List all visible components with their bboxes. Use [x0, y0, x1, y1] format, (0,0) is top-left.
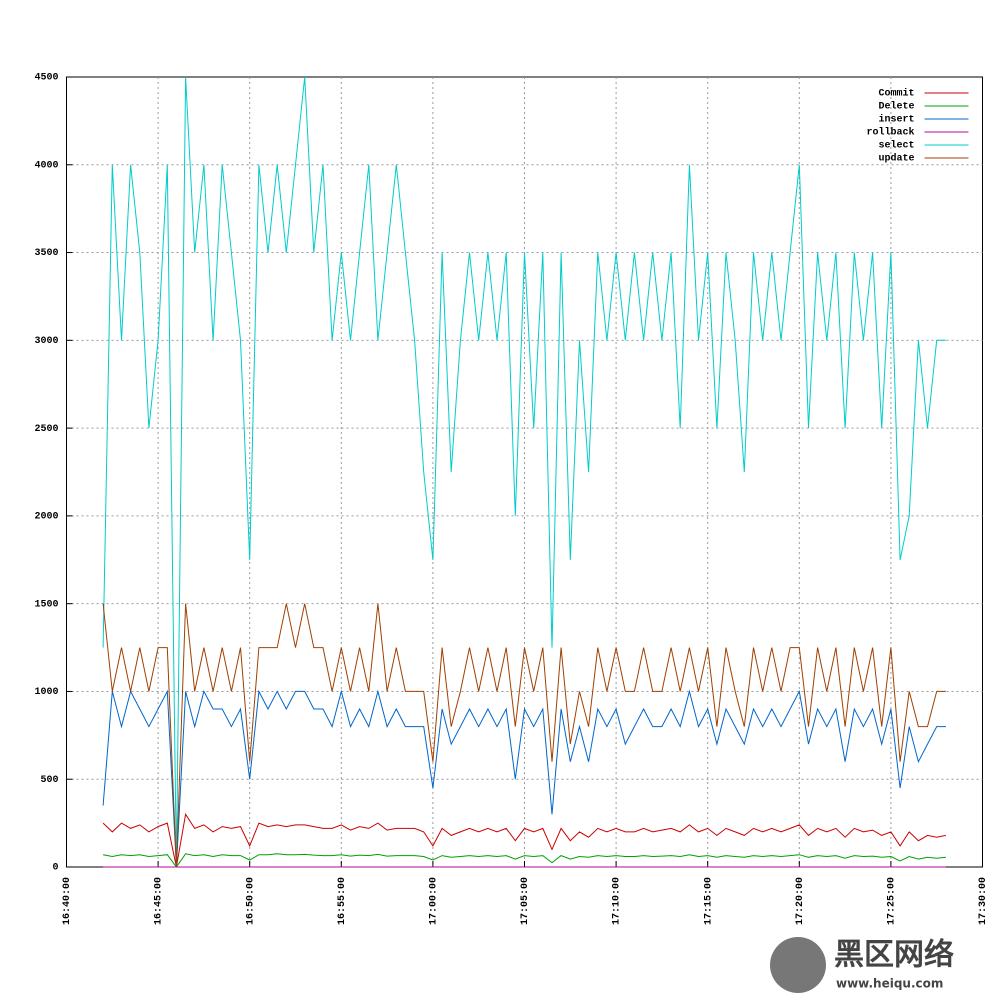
x-tick-label: 17:00:00: [429, 877, 440, 925]
x-tick-label: 16:45:00: [154, 877, 165, 925]
y-tick-label: 2000: [34, 512, 58, 523]
y-tick-label: 1000: [34, 687, 58, 698]
watermark-title: 黑区网络: [834, 938, 954, 973]
series-line: [103, 853, 946, 868]
legend-label: insert: [878, 114, 914, 126]
legend-label: Delete: [878, 101, 914, 113]
legend-label: update: [878, 153, 914, 165]
legend-label: Commit: [878, 88, 914, 100]
legend-label: rollback: [866, 127, 914, 139]
series-line: [102, 812, 946, 868]
x-tick-label: 16:55:00: [337, 877, 348, 925]
y-tick-label: 3500: [34, 248, 58, 259]
series-line: [102, 689, 946, 868]
series-line: [102, 76, 946, 868]
x-tick-label: 17:25:00: [887, 877, 898, 925]
x-tick-label: 17:10:00: [612, 877, 623, 925]
y-tick-label: 1500: [34, 599, 58, 610]
watermark-logo: [770, 937, 826, 993]
legend-label: select: [878, 140, 914, 152]
watermark: 黑区网络 www.heiqu.com: [770, 937, 954, 993]
x-tick-label: 17:15:00: [703, 877, 714, 925]
x-tick-label: 17:20:00: [795, 877, 806, 925]
series-line: [102, 603, 946, 868]
x-tick-label: 16:40:00: [62, 877, 73, 925]
y-tick-label: 500: [40, 775, 58, 786]
watermark-url: www.heiqu.com: [836, 977, 943, 991]
y-tick-label: 4500: [34, 73, 58, 84]
y-tick-label: 2500: [34, 424, 58, 435]
x-tick-label: 17:05:00: [520, 877, 531, 925]
x-tick-label: 16:50:00: [245, 877, 256, 925]
y-tick-label: 4000: [34, 160, 58, 171]
y-tick-label: 3000: [34, 336, 58, 347]
y-tick-label: 0: [52, 863, 58, 874]
x-tick-label: 17:30:00: [978, 877, 989, 925]
